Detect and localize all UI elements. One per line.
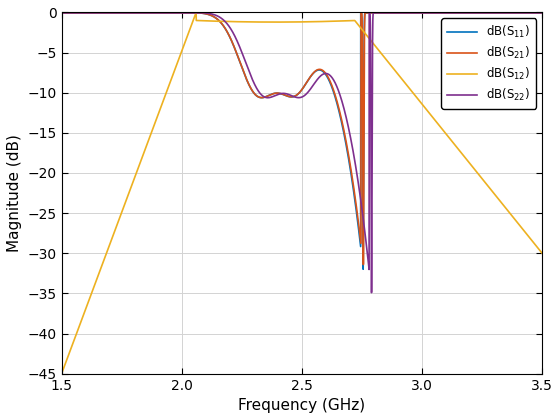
Line: dB(S$_{11}$): dB(S$_{11}$) <box>62 13 542 269</box>
dB(S$_{21}$) <box>347 160 353 165</box>
dB(S$_{11}$) <box>360 267 366 272</box>
dB(S$_{21}$) <box>454 10 460 16</box>
dB(S$_{21}$) <box>58 10 65 16</box>
dB(S$_{12}$) <box>371 42 377 47</box>
dB(S$_{11}$) <box>417 10 424 16</box>
dB(S$_{21}$) <box>539 10 545 16</box>
Y-axis label: Magnitude (dB): Magnitude (dB) <box>7 134 22 252</box>
dB(S$_{22}$) <box>58 10 65 16</box>
dB(S$_{11}$) <box>347 163 353 168</box>
dB(S$_{21}$) <box>362 10 369 15</box>
dB(S$_{22}$) <box>368 290 375 295</box>
dB(S$_{21}$) <box>371 10 377 16</box>
Line: dB(S$_{12}$): dB(S$_{12}$) <box>62 13 542 374</box>
dB(S$_{22}$) <box>242 59 249 64</box>
dB(S$_{11}$) <box>146 10 152 16</box>
dB(S$_{11}$) <box>357 10 364 15</box>
dB(S$_{21}$) <box>242 74 249 79</box>
dB(S$_{11}$) <box>58 10 65 16</box>
dB(S$_{11}$) <box>371 10 377 16</box>
dB(S$_{12}$) <box>58 371 65 376</box>
dB(S$_{12}$) <box>539 251 545 256</box>
Line: dB(S$_{22}$): dB(S$_{22}$) <box>62 13 542 293</box>
dB(S$_{22}$) <box>146 10 152 16</box>
dB(S$_{12}$) <box>417 100 423 105</box>
dB(S$_{22}$) <box>417 10 424 16</box>
dB(S$_{21}$) <box>417 10 424 16</box>
dB(S$_{21}$) <box>360 262 367 267</box>
dB(S$_{11}$) <box>539 10 545 16</box>
dB(S$_{12}$) <box>347 18 353 23</box>
dB(S$_{12}$) <box>454 145 460 150</box>
dB(S$_{22}$) <box>539 10 545 16</box>
Legend: dB(S$_{11}$), dB(S$_{21}$), dB(S$_{12}$), dB(S$_{22}$): dB(S$_{11}$), dB(S$_{21}$), dB(S$_{12}$)… <box>441 18 536 109</box>
dB(S$_{21}$) <box>146 10 152 16</box>
dB(S$_{11}$) <box>242 74 249 79</box>
X-axis label: Frequency (GHz): Frequency (GHz) <box>239 398 366 413</box>
dB(S$_{22}$) <box>371 10 377 15</box>
dB(S$_{22}$) <box>454 10 460 16</box>
dB(S$_{12}$) <box>242 19 249 24</box>
dB(S$_{22}$) <box>371 10 377 16</box>
dB(S$_{12}$) <box>193 10 199 15</box>
dB(S$_{22}$) <box>347 131 353 136</box>
dB(S$_{11}$) <box>454 10 460 16</box>
Line: dB(S$_{21}$): dB(S$_{21}$) <box>62 13 542 265</box>
dB(S$_{12}$) <box>146 137 152 142</box>
